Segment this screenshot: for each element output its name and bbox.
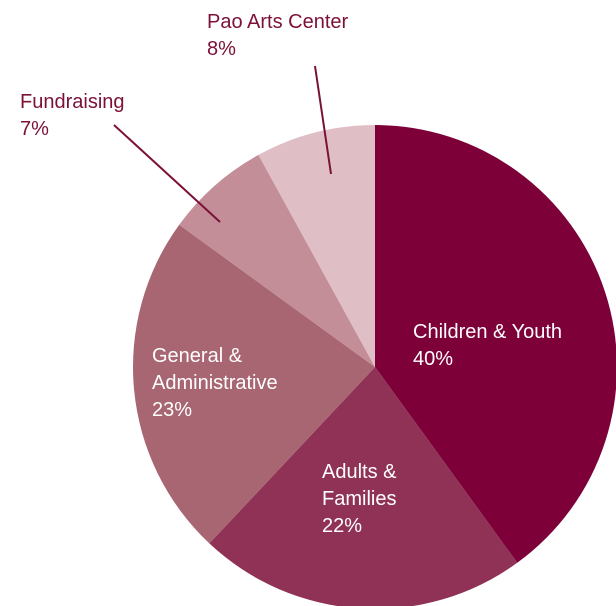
slice-label-line: 40% <box>413 348 453 370</box>
slice-label-line: Children & Youth <box>413 321 562 343</box>
slice-labels: Children & Youth 40% Adults & Families 22% Ge… <box>20 11 562 537</box>
pie-slice-adults-families <box>209 367 518 606</box>
pie-slice-pao-arts-center <box>258 125 375 367</box>
slice-label-line: Administrative <box>152 372 278 394</box>
slice-label: Adults & Families 22% <box>322 461 397 537</box>
slice-label: General & Administrative 23% <box>152 345 278 421</box>
slice-label-line: Adults & <box>322 461 397 483</box>
slice-label-line: 23% <box>152 399 192 421</box>
leader-lines <box>113 65 332 223</box>
leader-line <box>314 65 332 175</box>
pie-slice-general-administrative <box>133 224 375 544</box>
slice-label-line: 22% <box>322 515 362 537</box>
slice-label-line: Pao Arts Center <box>207 11 349 33</box>
slice-label-line: Fundraising <box>20 91 125 113</box>
pie-slice-fundraising <box>179 154 375 367</box>
slice-label: Pao Arts Center 8% <box>207 11 349 60</box>
slice-label-line: Families <box>322 488 396 510</box>
slice-label-line: 8% <box>207 38 236 60</box>
slice-label: Fundraising 7% <box>20 91 125 140</box>
pie-slices <box>133 125 616 606</box>
leader-line <box>113 124 221 223</box>
slice-label-line: General & <box>152 345 243 367</box>
slice-label-line: 7% <box>20 118 49 140</box>
slice-label: Children & Youth 40% <box>413 321 562 370</box>
pie-slice-children-youth <box>375 125 616 563</box>
